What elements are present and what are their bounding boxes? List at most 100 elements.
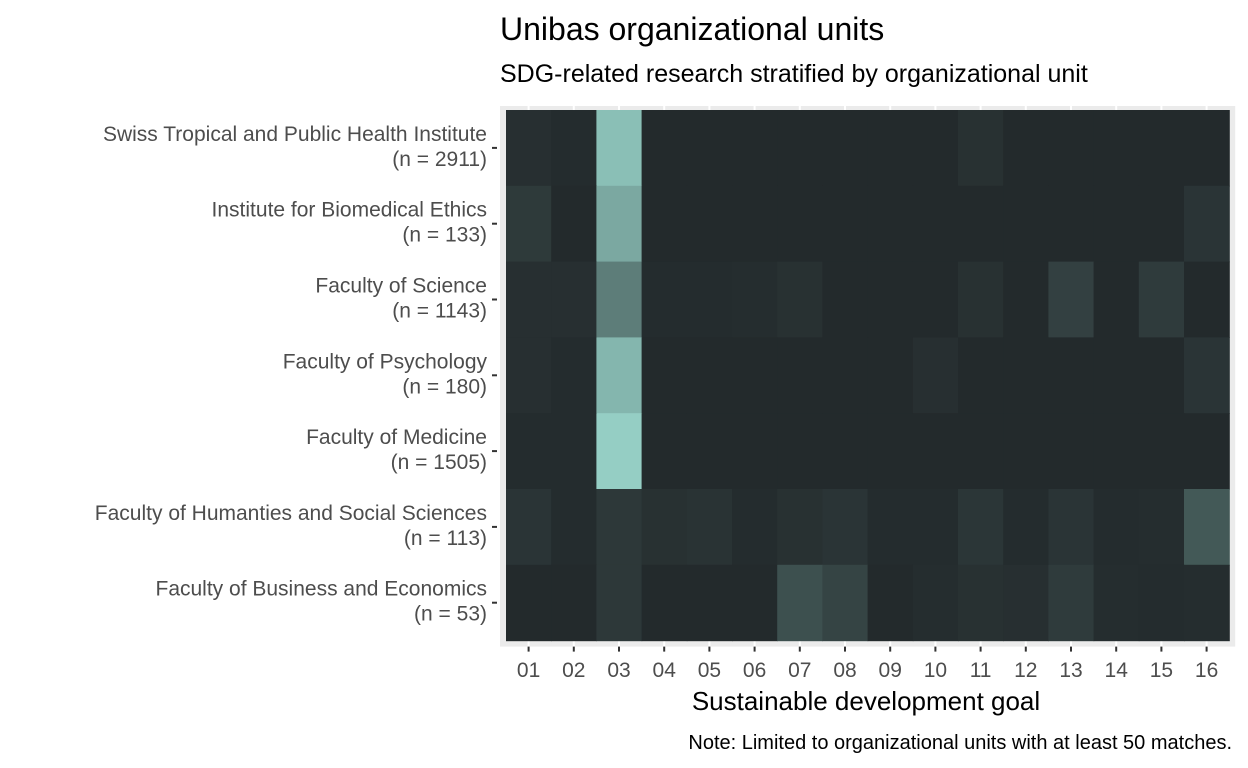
y-tick-count: (n = 133) bbox=[402, 224, 487, 247]
heatmap-cell bbox=[641, 185, 688, 263]
chart-title: Unibas organizational units bbox=[500, 11, 884, 47]
heatmap-cell bbox=[912, 337, 959, 414]
x-tick-label: 05 bbox=[698, 659, 721, 682]
x-tick-label: 11 bbox=[970, 659, 992, 682]
y-tick-label: Institute for Biomedical Ethics bbox=[212, 199, 487, 222]
heatmap-cell bbox=[867, 261, 914, 338]
x-tick-label: 16 bbox=[1195, 659, 1218, 682]
heatmap-cell bbox=[822, 261, 869, 338]
heatmap-cell bbox=[958, 110, 1004, 187]
heatmap-cell bbox=[1093, 261, 1140, 338]
heatmap-cell bbox=[686, 337, 733, 414]
heatmap-cell bbox=[596, 337, 643, 414]
heatmap-cell bbox=[777, 185, 823, 263]
heatmap-cell bbox=[1048, 337, 1095, 414]
heatmap-cell bbox=[686, 185, 733, 263]
heatmap-cell bbox=[551, 185, 597, 263]
heatmap-cell bbox=[822, 110, 869, 187]
heatmap-cell bbox=[958, 337, 1004, 414]
heatmap-cell bbox=[1184, 185, 1230, 263]
heatmap-cell bbox=[1003, 185, 1049, 263]
heatmap-cell bbox=[551, 564, 597, 642]
heatmap-cell bbox=[506, 261, 552, 338]
x-tick-label: 15 bbox=[1150, 659, 1173, 682]
heatmap-cell bbox=[686, 110, 733, 187]
heatmap-cell bbox=[506, 564, 552, 642]
heatmap-cell bbox=[1003, 564, 1049, 642]
heatmap-cell bbox=[1138, 337, 1185, 414]
x-axis: 01 02 03 04 05 06 07 08 09 10 11 12 13 14 15 16 bbox=[517, 646, 1218, 682]
x-tick-label: 12 bbox=[1014, 659, 1037, 682]
x-tick-label: 03 bbox=[607, 659, 630, 682]
heatmap-cell bbox=[867, 110, 914, 187]
x-tick-label: 14 bbox=[1105, 659, 1129, 682]
heatmap-cell bbox=[506, 110, 552, 187]
heatmap-cell bbox=[641, 489, 688, 566]
heatmap-cell bbox=[777, 337, 823, 414]
heatmap-cell bbox=[1184, 261, 1230, 338]
heatmap-cell bbox=[1048, 185, 1095, 263]
heatmap-cell bbox=[822, 337, 869, 414]
y-tick-count: (n = 1505) bbox=[391, 451, 487, 474]
heatmap-cell bbox=[1048, 413, 1095, 490]
heatmap-cell bbox=[912, 564, 959, 642]
heatmap-cell bbox=[912, 261, 959, 338]
heatmap-cell bbox=[958, 564, 1004, 642]
heatmap-cells bbox=[506, 110, 1230, 642]
heatmap-cell bbox=[867, 337, 914, 414]
heatmap-cell bbox=[867, 185, 914, 263]
heatmap-cell bbox=[641, 261, 688, 338]
heatmap-cell bbox=[912, 413, 959, 490]
x-axis-label: Sustainable development goal bbox=[692, 686, 1040, 716]
heatmap-cell bbox=[506, 185, 552, 263]
x-tick-label: 04 bbox=[653, 659, 677, 682]
heatmap-cell bbox=[596, 261, 643, 338]
heatmap-cell bbox=[777, 261, 823, 338]
x-tick-label: 01 bbox=[517, 659, 540, 682]
heatmap-cell bbox=[867, 489, 914, 566]
x-tick-label: 07 bbox=[788, 659, 811, 682]
heatmap-cell bbox=[1093, 185, 1140, 263]
heatmap-cell bbox=[1048, 110, 1095, 187]
chart-caption: Note: Limited to organizational units wi… bbox=[688, 732, 1232, 754]
y-tick-count: (n = 1143) bbox=[392, 300, 487, 323]
heatmap-cell bbox=[551, 110, 597, 187]
heatmap-cell bbox=[506, 413, 552, 490]
x-tick-label: 02 bbox=[562, 659, 585, 682]
heatmap-cell bbox=[641, 413, 688, 490]
heatmap-cell bbox=[732, 489, 778, 566]
heatmap-cell bbox=[596, 413, 643, 490]
heatmap-cell bbox=[958, 489, 1004, 566]
heatmap-cell bbox=[958, 261, 1004, 338]
heatmap-cell bbox=[1003, 110, 1049, 187]
y-tick-label: Faculty of Psychology bbox=[283, 350, 488, 373]
heatmap-cell bbox=[822, 489, 869, 566]
heatmap-cell bbox=[551, 337, 597, 414]
y-tick-label: Swiss Tropical and Public Health Institu… bbox=[103, 123, 487, 146]
y-tick-count: (n = 2911) bbox=[392, 148, 487, 171]
heatmap-cell bbox=[1003, 261, 1049, 338]
heatmap-cell bbox=[822, 185, 869, 263]
heatmap-cell bbox=[732, 413, 778, 490]
y-axis: Swiss Tropical and Public Health Institu… bbox=[95, 123, 497, 626]
x-tick-label: 09 bbox=[879, 659, 902, 682]
heatmap-cell bbox=[1093, 413, 1140, 490]
heatmap-cell bbox=[777, 489, 823, 566]
heatmap-cell bbox=[1138, 110, 1185, 187]
heatmap-cell bbox=[596, 564, 643, 642]
heatmap-cell bbox=[1184, 489, 1230, 566]
heatmap-cell bbox=[732, 185, 778, 263]
heatmap-cell bbox=[551, 413, 597, 490]
heatmap-cell bbox=[958, 185, 1004, 263]
heatmap-cell bbox=[506, 489, 552, 566]
heatmap-cell bbox=[641, 337, 688, 414]
heatmap-cell bbox=[822, 564, 869, 642]
heatmap-cell bbox=[912, 185, 959, 263]
heatmap-cell bbox=[867, 413, 914, 490]
heatmap-cell bbox=[958, 413, 1004, 490]
heatmap-cell bbox=[1138, 564, 1185, 642]
heatmap-cell bbox=[1048, 261, 1095, 338]
heatmap-cell bbox=[777, 564, 823, 642]
heatmap-cell bbox=[1093, 110, 1140, 187]
heatmap-cell bbox=[551, 489, 597, 566]
